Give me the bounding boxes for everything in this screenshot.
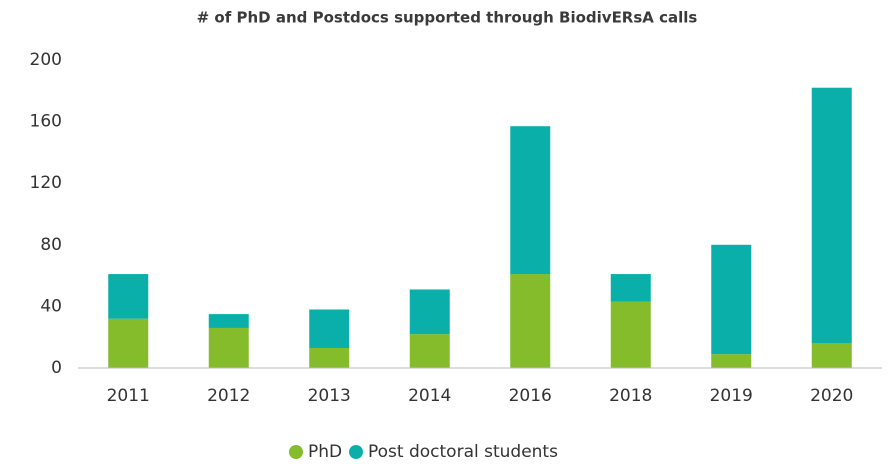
bar	[510, 274, 551, 368]
legend-marker	[289, 445, 303, 459]
bar	[610, 301, 651, 368]
bar	[208, 314, 249, 328]
y-tick-label: 0	[51, 358, 62, 378]
bar	[309, 347, 350, 368]
bar	[610, 274, 651, 302]
bar	[409, 289, 450, 335]
bar	[108, 274, 149, 319]
y-tick-label: 160	[30, 112, 62, 132]
x-tick-label: 2011	[107, 386, 150, 406]
x-tick-label: 2016	[509, 386, 552, 406]
bar	[409, 334, 450, 368]
bar	[811, 87, 852, 344]
legend-label: PhD	[308, 442, 342, 462]
bar	[711, 244, 752, 355]
x-tick-label: 2013	[308, 386, 351, 406]
bar	[510, 126, 551, 275]
x-tick-label: 2018	[609, 386, 652, 406]
x-tick-label: 2014	[408, 386, 451, 406]
bar	[711, 354, 752, 368]
bar	[309, 309, 350, 348]
bar	[208, 327, 249, 368]
legend-label: Post doctoral students	[368, 442, 558, 462]
y-tick-label: 120	[30, 173, 62, 193]
x-tick-label: 2019	[710, 386, 753, 406]
x-tick-label: 2020	[810, 386, 853, 406]
y-tick-label: 80	[40, 235, 62, 255]
x-tick-label: 2012	[207, 386, 250, 406]
legend-marker	[349, 445, 363, 459]
y-tick-label: 200	[30, 50, 62, 70]
bar	[108, 318, 149, 368]
y-tick-label: 40	[40, 296, 62, 316]
chart-title: # of PhD and Postdocs supported through …	[197, 9, 698, 27]
bar	[811, 343, 852, 368]
